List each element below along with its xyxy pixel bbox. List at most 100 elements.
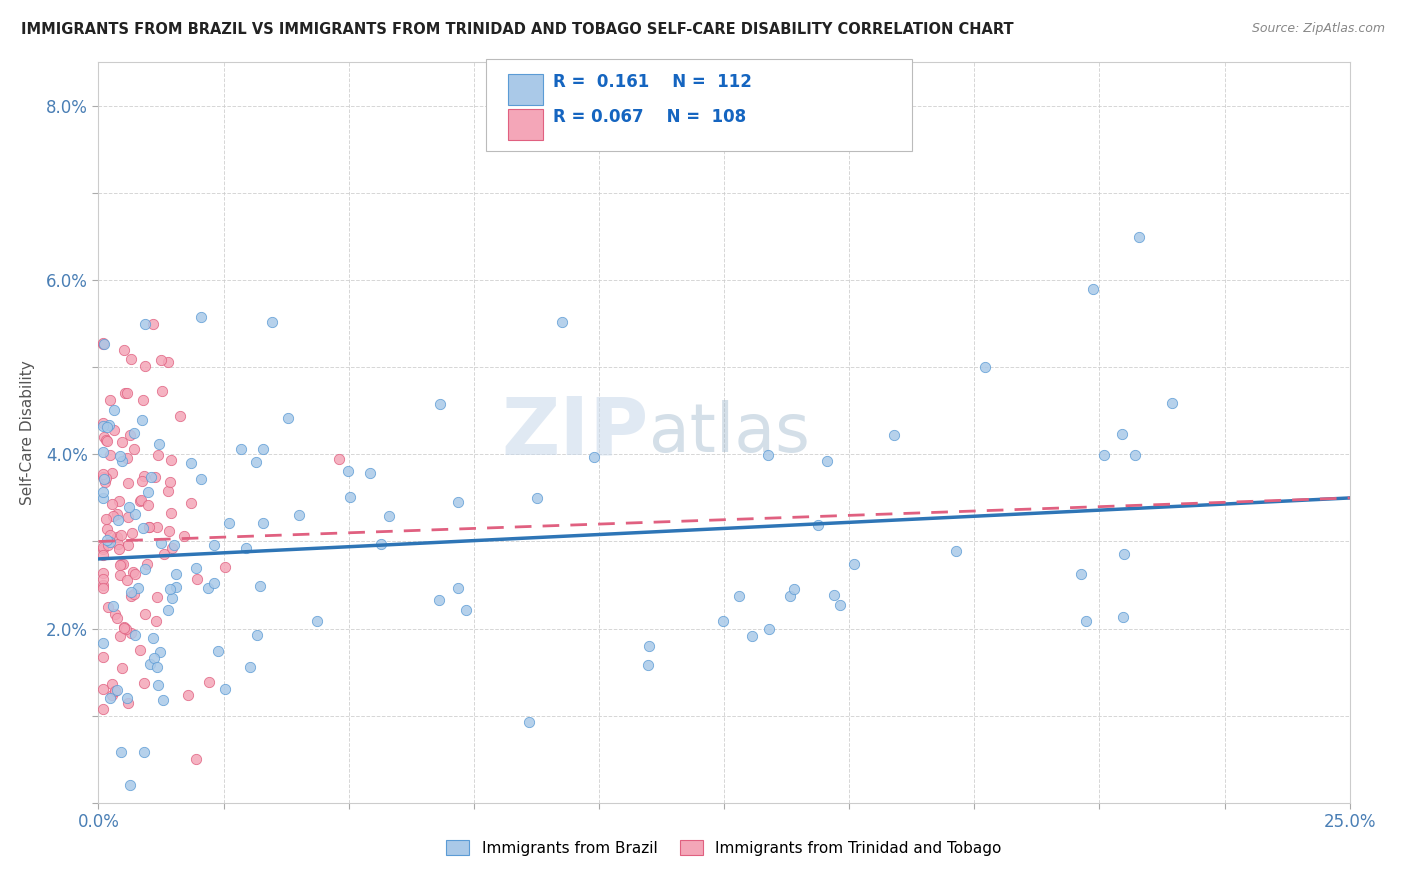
- Point: [124, 566, 146, 581]
- Point: [252, 442, 274, 456]
- Point: [108, 449, 131, 463]
- Point: [117, 509, 139, 524]
- Point: [180, 496, 202, 510]
- Point: [823, 589, 845, 603]
- Point: [1128, 229, 1150, 244]
- Point: [202, 575, 225, 590]
- Point: [231, 442, 253, 456]
- Point: [110, 745, 132, 759]
- Point: [134, 359, 156, 373]
- Point: [173, 529, 195, 543]
- Point: [138, 498, 160, 512]
- Point: [180, 456, 202, 470]
- Point: [105, 683, 128, 698]
- Point: [337, 464, 360, 478]
- Point: [583, 450, 606, 464]
- Point: [103, 423, 125, 437]
- Point: [149, 645, 172, 659]
- Point: [1112, 609, 1135, 624]
- Point: [104, 683, 127, 698]
- Text: atlas: atlas: [650, 400, 810, 466]
- Point: [93, 418, 115, 433]
- Point: [145, 615, 167, 629]
- Point: [93, 491, 115, 505]
- Point: [96, 522, 118, 536]
- Point: [156, 603, 179, 617]
- Point: [108, 494, 131, 508]
- Point: [756, 448, 779, 462]
- Point: [120, 352, 142, 367]
- Point: [370, 537, 392, 551]
- Point: [105, 611, 128, 625]
- Point: [135, 558, 157, 572]
- Point: [111, 558, 134, 572]
- Point: [93, 336, 115, 351]
- Point: [165, 580, 187, 594]
- Point: [128, 494, 150, 508]
- Point: [160, 506, 183, 520]
- Point: [1123, 448, 1146, 462]
- Point: [456, 603, 478, 617]
- Point: [117, 451, 139, 466]
- Point: [111, 454, 134, 468]
- Point: [132, 521, 155, 535]
- Point: [97, 600, 120, 615]
- Point: [165, 567, 187, 582]
- Point: [1111, 427, 1133, 442]
- Point: [98, 528, 121, 542]
- Point: [339, 490, 361, 504]
- Point: [190, 310, 212, 325]
- Point: [93, 336, 115, 351]
- Point: [93, 467, 115, 482]
- Point: [122, 442, 145, 456]
- Point: [190, 472, 212, 486]
- Point: [115, 574, 138, 588]
- Point: [128, 643, 150, 657]
- Point: [142, 651, 165, 665]
- Point: [145, 590, 167, 604]
- Point: [93, 472, 115, 486]
- Point: [277, 410, 299, 425]
- Point: [159, 582, 181, 596]
- Point: [153, 547, 176, 561]
- Point: [429, 592, 451, 607]
- Point: [100, 677, 122, 691]
- Point: [93, 541, 115, 556]
- Point: [758, 623, 780, 637]
- Point: [94, 433, 117, 447]
- Point: [120, 626, 142, 640]
- Point: [139, 470, 162, 484]
- Point: [842, 557, 865, 571]
- Point: [118, 500, 141, 514]
- Point: [146, 660, 169, 674]
- Point: [108, 629, 131, 643]
- Point: [152, 693, 174, 707]
- Point: [1092, 448, 1115, 462]
- Point: [112, 343, 135, 357]
- Point: [1161, 395, 1184, 409]
- Point: [637, 657, 659, 672]
- Point: [117, 476, 139, 491]
- Point: [101, 688, 124, 702]
- Point: [132, 676, 155, 690]
- FancyBboxPatch shape: [508, 109, 543, 140]
- Point: [132, 745, 155, 759]
- Point: [110, 568, 132, 582]
- Point: [110, 527, 132, 541]
- Point: [136, 485, 159, 500]
- Text: ZIP: ZIP: [502, 393, 650, 472]
- Point: [711, 615, 734, 629]
- Point: [122, 565, 145, 579]
- Point: [1114, 548, 1136, 562]
- Point: [93, 582, 115, 596]
- Point: [207, 644, 229, 658]
- Point: [132, 393, 155, 408]
- Point: [235, 541, 257, 556]
- Point: [110, 558, 132, 572]
- Point: [728, 589, 751, 603]
- Point: [359, 466, 381, 480]
- Point: [107, 513, 129, 527]
- Point: [107, 541, 129, 556]
- Point: [288, 508, 311, 522]
- Point: [129, 492, 152, 507]
